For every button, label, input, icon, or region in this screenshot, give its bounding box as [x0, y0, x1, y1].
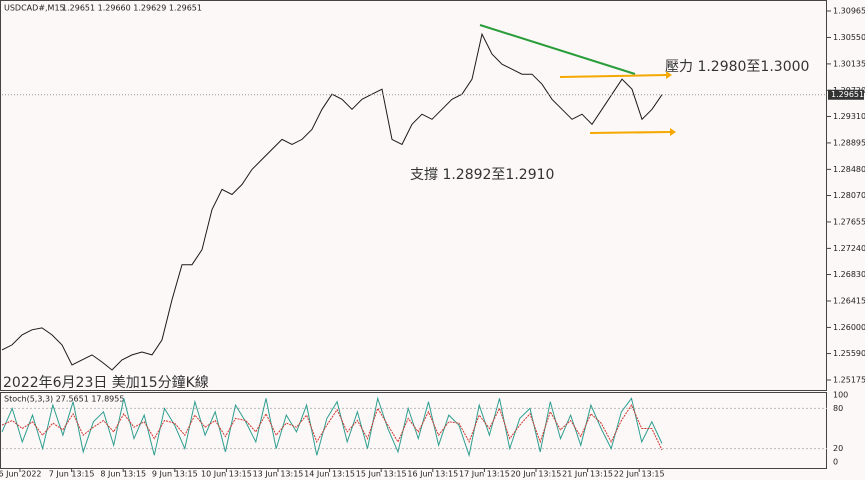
trend-line [479, 24, 636, 75]
y-tick-label: 1.26830 [833, 270, 865, 279]
main-frame [0, 0, 827, 391]
y-tick-label: 1.25175 [833, 375, 865, 384]
stoch-line [1, 404, 663, 451]
symbol: USDCAD#,M15 [4, 4, 65, 13]
stoch-line [1, 396, 663, 458]
annotation: 2022年6月23日 美加15分鐘K線 [3, 374, 209, 391]
x-tick-label: 6 Jun 2022 [0, 470, 42, 479]
support-line [589, 131, 671, 134]
x-tick-label: 13 Jun 13:15 [253, 470, 304, 479]
y-tick-label: 1.30965 [833, 7, 865, 16]
y-tick-label: 100 [833, 391, 848, 400]
y-tick-label: 20 [833, 444, 843, 453]
x-tick-label: 7 Jun 13:15 [49, 470, 95, 479]
x-tick-label: 9 Jun 13:15 [152, 470, 198, 479]
y-tick-label: 1.28895 [833, 138, 865, 147]
x-tick-label: 17 Jun 13:15 [459, 470, 510, 479]
y-tick-label: 1.28480 [833, 165, 865, 174]
arrow [666, 71, 672, 79]
x-tick-label: 16 Jun 13:15 [407, 470, 458, 479]
x-tick-label: 15 Jun 13:15 [356, 470, 407, 479]
y-tick-label: 0 [833, 458, 838, 467]
price-box [828, 89, 864, 100]
annotation: 壓力 1.2980至1.3000 [665, 59, 809, 75]
y-tick-label: 1.28070 [833, 191, 865, 200]
y-tick-label: 1.27655 [833, 217, 865, 226]
sub-frame [0, 392, 827, 469]
osc-title: Stoch(5,3,3) 27.5651 17.8955 [4, 395, 124, 404]
x-tick-label: 20 Jun 13:15 [511, 470, 562, 479]
y-tick-label: 1.29310 [833, 112, 865, 121]
y-tick-label: 1.25590 [833, 349, 865, 358]
price-line [1, 32, 663, 371]
y-tick-label: 1.26000 [833, 323, 865, 332]
ohlc: 1.29651 1.29660 1.29629 1.29651 [62, 4, 202, 13]
x-tick-label: 21 Jun 13:15 [562, 470, 613, 479]
arrow [670, 128, 676, 136]
y-tick-label: 1.27240 [833, 244, 865, 253]
price-label: 1.29651 [831, 90, 864, 99]
y-tick-label: 80 [833, 404, 843, 413]
x-tick-label: 22 Jun 13:15 [614, 470, 665, 479]
y-tick-label: 1.30550 [833, 33, 865, 42]
y-tick-label: 1.26415 [833, 296, 865, 305]
resistance-line [559, 74, 667, 78]
y-tick-label: 1.30135 [833, 59, 865, 68]
x-tick-label: 8 Jun 13:15 [100, 470, 146, 479]
x-tick-label: 10 Jun 13:15 [201, 470, 252, 479]
annotation: 支撐 1.2892至1.2910 [410, 167, 554, 183]
x-tick-label: 14 Jun 13:15 [304, 470, 355, 479]
